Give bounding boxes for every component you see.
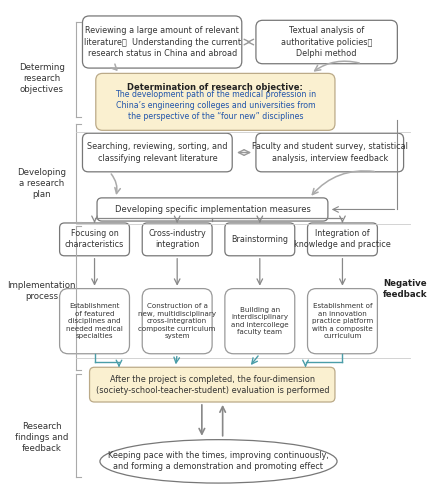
Text: Textual analysis of
authoritative policies；
Delphi method: Textual analysis of authoritative polici… [280,26,372,58]
Text: Reviewing a large amount of relevant
literature；  Understanding the current
rese: Reviewing a large amount of relevant lit… [83,26,240,58]
FancyBboxPatch shape [142,288,212,354]
FancyBboxPatch shape [95,74,334,130]
FancyBboxPatch shape [307,288,377,354]
FancyBboxPatch shape [82,16,241,68]
Text: Construction of a
new, multidisciplinary
cross-integration
composite curriculum
: Construction of a new, multidisciplinary… [138,303,216,339]
Text: Developing specific implementation measures: Developing specific implementation measu… [114,205,310,214]
Text: Research
findings and
feedback: Research findings and feedback [15,422,68,453]
Text: Negative
feedback: Negative feedback [382,278,426,298]
Text: Establishment of
an innovation
practice platform
with a composite
curriculum: Establishment of an innovation practice … [311,303,372,339]
FancyBboxPatch shape [97,198,327,221]
Text: After the project is completed, the four-dimension
(society-school-teacher-stude: After the project is completed, the four… [95,374,328,394]
Text: The development path of the medical profession in
China’s engineering colleges a: The development path of the medical prof… [114,90,315,122]
Text: Developing
a research
plan: Developing a research plan [17,168,66,199]
Text: Keeping pace with the times, improving continuously,
and forming a demonstration: Keeping pace with the times, improving c… [108,452,328,471]
Text: Searching, reviewing, sorting, and
classifying relevant literature: Searching, reviewing, sorting, and class… [87,142,227,163]
FancyBboxPatch shape [59,223,129,256]
FancyBboxPatch shape [255,133,402,172]
Text: Brainstorming: Brainstorming [231,235,288,244]
FancyBboxPatch shape [307,223,377,256]
Text: Implementation
process: Implementation process [7,281,76,301]
FancyBboxPatch shape [224,223,294,256]
Text: Establishment
of featured
disciplines and
needed medical
specialties: Establishment of featured disciplines an… [66,303,123,339]
FancyBboxPatch shape [224,288,294,354]
Text: Building an
interdisciplinary
and intercollege
faculty team: Building an interdisciplinary and interc… [230,307,288,336]
FancyBboxPatch shape [142,223,212,256]
FancyBboxPatch shape [89,368,334,402]
Text: Integration of
knowledge and practice: Integration of knowledge and practice [293,230,390,250]
Text: Focusing on
characteristics: Focusing on characteristics [65,230,124,250]
Text: Faculty and student survey, statistical
analysis, interview feedback: Faculty and student survey, statistical … [251,142,407,163]
FancyBboxPatch shape [82,133,232,172]
FancyBboxPatch shape [59,288,129,354]
Text: Determing
research
objectives: Determing research objectives [19,63,64,94]
Text: Cross-industry
integration: Cross-industry integration [148,230,206,250]
Ellipse shape [100,440,336,483]
Text: Determination of research objective:: Determination of research objective: [127,84,303,92]
FancyBboxPatch shape [255,20,396,64]
